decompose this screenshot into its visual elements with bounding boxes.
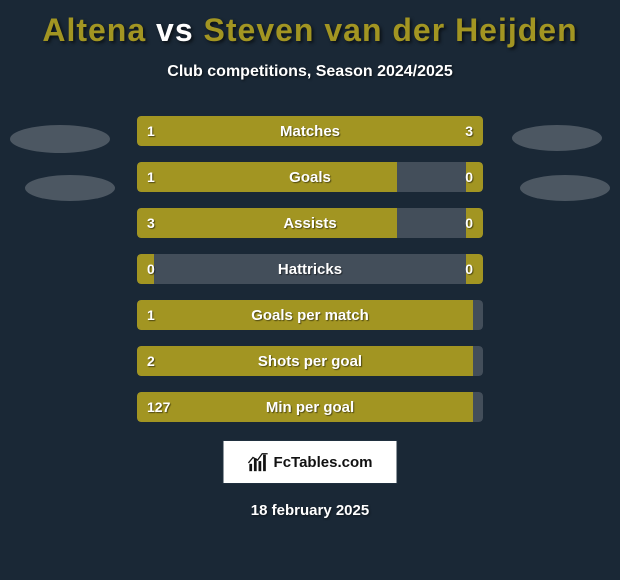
- stat-value-right: 0: [455, 254, 483, 284]
- stat-label: Hattricks: [137, 254, 483, 284]
- avatar-placeholder-right-2: [520, 175, 610, 201]
- title-right-name: Steven van der Heijden: [204, 12, 578, 48]
- logo-badge: FcTables.com: [223, 440, 398, 484]
- stat-row: Hattricks0 0: [137, 254, 483, 284]
- stat-value-left: 1: [137, 116, 165, 146]
- stat-row: Min per goal127: [137, 392, 483, 422]
- stat-value-left: 1: [137, 300, 165, 330]
- stat-row: Goals1 0: [137, 162, 483, 192]
- stat-value-right: 0: [455, 162, 483, 192]
- stat-value-left: 3: [137, 208, 165, 238]
- stat-label: Shots per goal: [137, 346, 483, 376]
- stat-label: Assists: [137, 208, 483, 238]
- comparison-title: Altena vs Steven van der Heijden: [0, 0, 620, 49]
- stat-label: Goals per match: [137, 300, 483, 330]
- stat-value-right: 3: [455, 116, 483, 146]
- stat-rows: Matches13Goals10Assists30Hattricks00Goal…: [137, 116, 483, 438]
- stat-row: Matches1 3: [137, 116, 483, 146]
- title-left-name: Altena: [42, 12, 146, 48]
- subtitle: Club competitions, Season 2024/2025: [0, 63, 620, 81]
- avatar-placeholder-left-2: [25, 175, 115, 201]
- stat-label: Goals: [137, 162, 483, 192]
- title-vs: vs: [146, 12, 203, 48]
- stat-value-left: 1: [137, 162, 165, 192]
- stat-value-right: 0: [455, 208, 483, 238]
- stat-label: Min per goal: [137, 392, 483, 422]
- stat-row: Goals per match1: [137, 300, 483, 330]
- stat-value-left: 127: [137, 392, 180, 422]
- stat-row: Shots per goal2: [137, 346, 483, 376]
- stat-label: Matches: [137, 116, 483, 146]
- stat-value-left: 0: [137, 254, 165, 284]
- stat-value-left: 2: [137, 346, 165, 376]
- stat-row: Assists3 0: [137, 208, 483, 238]
- date-label: 18 february 2025: [0, 502, 620, 519]
- logo-text: FcTables.com: [274, 454, 373, 471]
- avatar-placeholder-right-1: [512, 125, 602, 151]
- avatar-placeholder-left-1: [10, 125, 110, 153]
- bar-chart-icon: [248, 451, 270, 473]
